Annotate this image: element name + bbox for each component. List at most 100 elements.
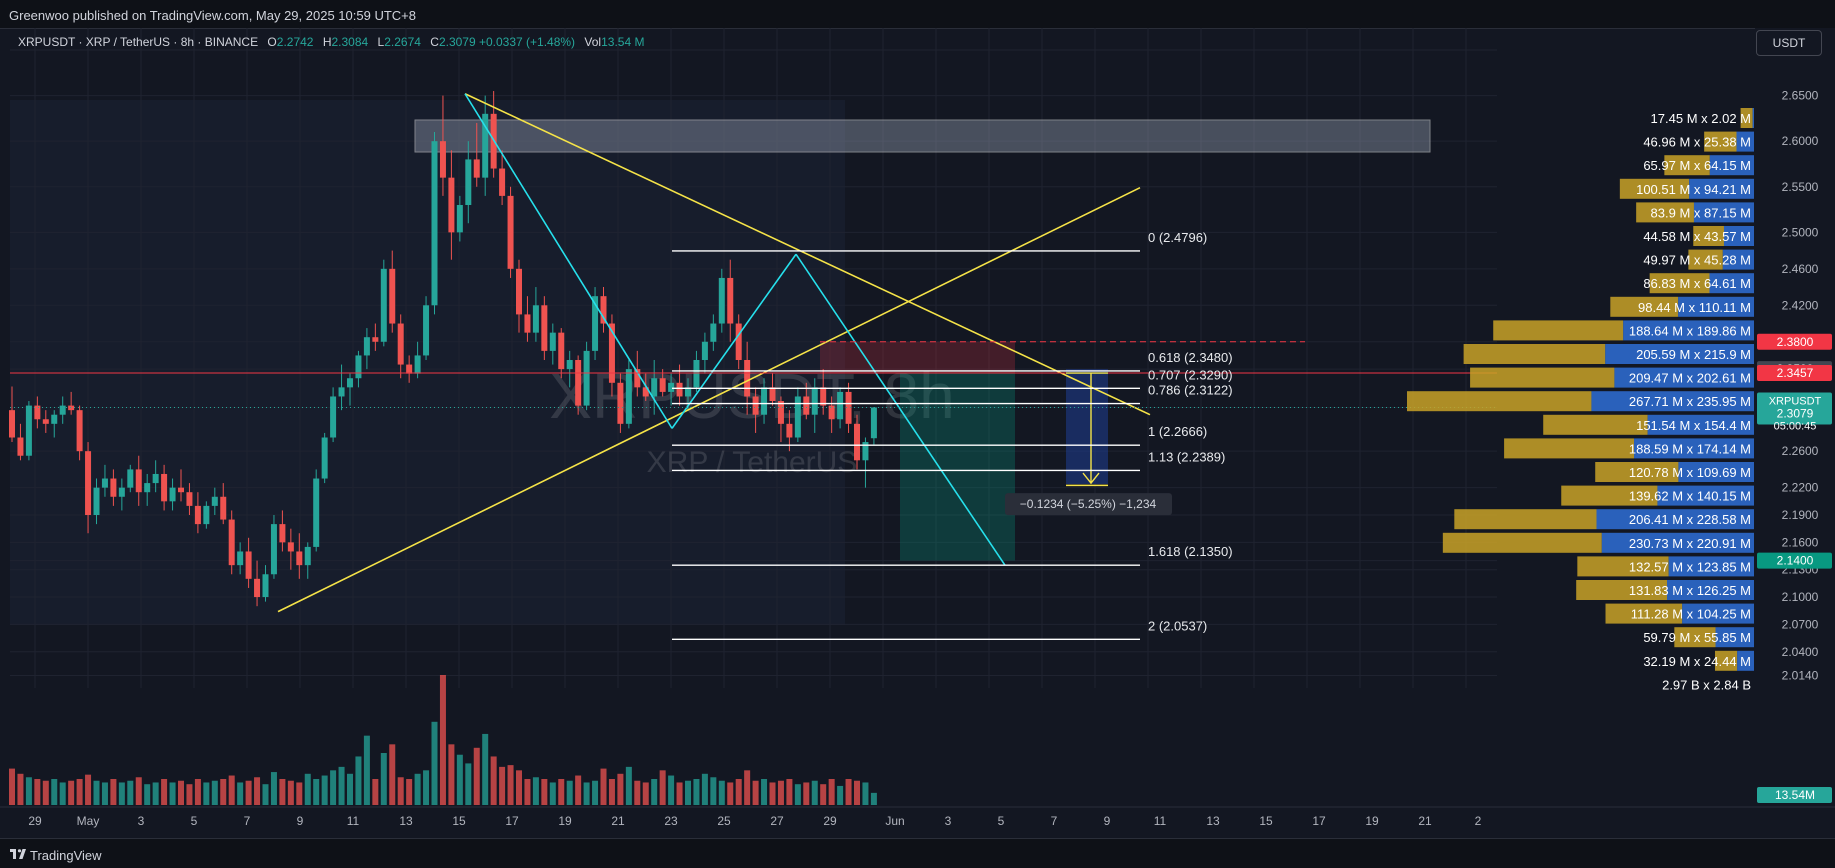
- volume-bar: [600, 768, 607, 805]
- candle-body: [668, 382, 675, 392]
- open-value: 2.2742: [276, 35, 314, 49]
- candle-body: [516, 268, 522, 315]
- candle-body: [592, 296, 599, 351]
- vp-bar-down: [1682, 603, 1754, 624]
- volume-bar: [668, 775, 675, 805]
- candle-body: [68, 405, 75, 411]
- volume-bar: [389, 744, 396, 805]
- candle-body: [710, 323, 717, 342]
- candle-body: [837, 391, 844, 420]
- time-tick: 11: [1154, 814, 1167, 828]
- volume-bar: [220, 779, 227, 805]
- candle-body: [820, 387, 827, 406]
- vp-bar-up: [1740, 108, 1753, 128]
- candle-body: [237, 551, 244, 566]
- volume-bar: [144, 784, 151, 805]
- candle-body: [507, 195, 514, 269]
- price-badge-target: [1757, 552, 1832, 569]
- vp-bar-up: [1704, 131, 1737, 152]
- candle-body: [583, 350, 590, 406]
- watermark: XRPUSDT, 8h XRP / TetherUS: [549, 360, 954, 479]
- volume-bar: [693, 779, 700, 805]
- time-tick: 7: [244, 814, 251, 828]
- volume-bar: [651, 779, 658, 805]
- vp-bar-down: [1689, 178, 1754, 199]
- symbol-title[interactable]: XRPUSDT · XRP / TetherUS · 8h · BINANCE: [18, 35, 259, 49]
- vp-row-label: 59.79 M x 55.85 M: [1643, 630, 1751, 645]
- candle-body: [794, 396, 801, 438]
- candle-body: [51, 414, 58, 424]
- vp-bar-down: [1678, 296, 1754, 317]
- volume-bar: [178, 780, 184, 805]
- price-badge-stop-text: 2.3800: [1777, 335, 1814, 349]
- time-tick: 13: [399, 814, 413, 828]
- volume-bar: [676, 782, 683, 805]
- volume-bar: [862, 782, 869, 805]
- vp-bar-up: [1674, 627, 1716, 648]
- vp-bar-down: [1605, 344, 1754, 364]
- time-tick: 11: [347, 814, 360, 828]
- volume-bar: [296, 782, 303, 805]
- candle-body: [744, 360, 751, 397]
- vp-bar-up: [1714, 650, 1738, 671]
- candle-body: [211, 496, 218, 506]
- time-tick: 3: [945, 814, 952, 828]
- time-tick: 15: [452, 814, 466, 828]
- vp-bar-up: [1595, 462, 1679, 482]
- close-value: 2.3079: [438, 35, 476, 49]
- volume-bar: [744, 770, 751, 805]
- volume-bar: [161, 779, 168, 805]
- currency-button[interactable]: USDT: [1756, 30, 1822, 56]
- symbol-legend: XRPUSDT · XRP / TetherUS · 8h · BINANCE …: [18, 35, 644, 49]
- volume-bars: [9, 675, 877, 805]
- low-value: 2.2674: [384, 35, 421, 49]
- candle-body: [642, 387, 649, 397]
- volume-bar: [347, 773, 353, 805]
- price-badge-last-symbol: XRPUSDT: [1769, 396, 1822, 408]
- volume-bar: [583, 782, 590, 805]
- close-label: C: [430, 35, 439, 49]
- candle-body: [228, 519, 235, 566]
- tradingview-brand[interactable]: TradingView: [30, 848, 102, 863]
- vp-bar-down: [1657, 485, 1754, 506]
- volume-bar: [828, 779, 835, 805]
- candle-body: [203, 505, 210, 525]
- candle-body: [380, 268, 387, 342]
- volume-bar: [9, 768, 15, 805]
- time-tick: 9: [297, 814, 304, 828]
- candle-body: [575, 360, 582, 406]
- fib-level-label: 1.13 (2.2389): [1148, 449, 1225, 464]
- candle-body: [194, 505, 201, 525]
- volume-bar: [51, 779, 58, 805]
- published-info: Greenwoo published on TradingView.com, M…: [9, 8, 416, 23]
- candle-body: [347, 378, 353, 388]
- candle-body: [144, 483, 151, 493]
- measure-arrow-head: [1082, 472, 1100, 485]
- candle-body: [532, 305, 539, 333]
- candle-body: [828, 405, 835, 420]
- top-bar: Greenwoo published on TradingView.com, M…: [0, 0, 1835, 29]
- time-tick: May: [77, 814, 100, 828]
- volume-bar: [685, 780, 691, 805]
- volume-bar: [634, 780, 641, 805]
- price-tick: 2.1900: [1782, 508, 1819, 522]
- price-badge-current-level: [1757, 365, 1832, 382]
- volume-bar: [854, 780, 860, 805]
- volume-bar: [93, 780, 100, 805]
- fib-level-label: 0.618 (2.3480): [1148, 350, 1233, 365]
- price-tick: 2.1600: [1782, 535, 1819, 549]
- vp-row-label: 100.51 M x 94.21 M: [1636, 182, 1751, 197]
- volume-bar: [338, 766, 345, 805]
- open-label: O: [267, 35, 277, 49]
- candle-body: [161, 473, 168, 502]
- price-badge-stop: [1757, 333, 1832, 350]
- candle-body: [558, 332, 565, 370]
- price-tick: 2.4200: [1782, 298, 1819, 312]
- candle-body: [735, 323, 742, 360]
- candle-body: [389, 268, 396, 324]
- vp-row-label: 230.73 M x 220.91 M: [1629, 536, 1751, 551]
- candle-body: [59, 405, 66, 415]
- candle-body: [608, 323, 615, 383]
- price-badge-last-value: 2.3079: [1777, 407, 1814, 421]
